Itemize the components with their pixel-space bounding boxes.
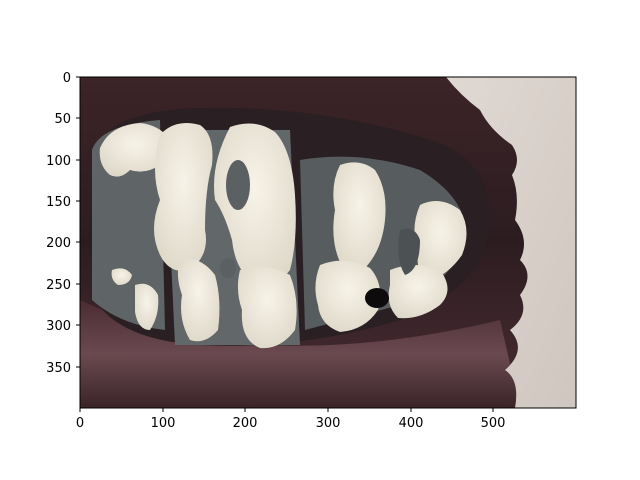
- tooth-gap-1: [226, 160, 250, 210]
- y-tick-label: 350: [46, 361, 71, 376]
- x-tick-label: 100: [151, 416, 176, 431]
- x-tick-label: 0: [76, 416, 84, 431]
- tooth-lower-2: [238, 267, 297, 348]
- x-axis: 0 100 200 300 400 500: [76, 408, 506, 431]
- x-tick-label: 400: [399, 416, 424, 431]
- tooth-upper-2: [154, 123, 213, 271]
- x-tick-label: 300: [316, 416, 341, 431]
- y-axis: 0 50 100 150 200 250 300 350: [46, 71, 80, 376]
- y-tick-label: 200: [46, 236, 71, 251]
- x-tick-label: 200: [233, 416, 258, 431]
- tooth-gap-2: [220, 258, 236, 278]
- tooth-gap-3: [365, 288, 389, 308]
- y-tick-label: 100: [46, 154, 71, 169]
- photo-image: [80, 77, 576, 408]
- y-tick-label: 150: [46, 195, 71, 210]
- y-tick-label: 250: [46, 278, 71, 293]
- y-tick-label: 50: [54, 112, 71, 127]
- y-tick-label: 0: [63, 71, 71, 86]
- y-tick-label: 300: [46, 319, 71, 334]
- x-tick-label: 500: [481, 416, 506, 431]
